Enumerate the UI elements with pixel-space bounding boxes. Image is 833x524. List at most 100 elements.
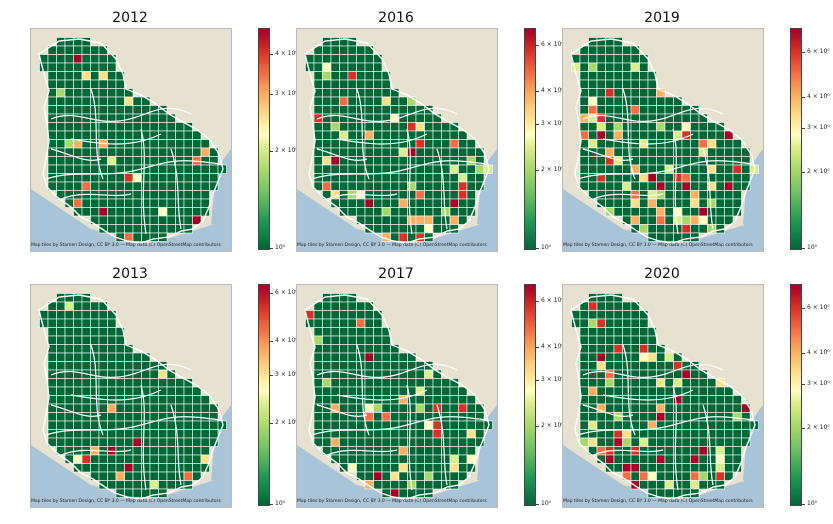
grid-cell — [588, 130, 598, 140]
grid-cell — [656, 207, 666, 217]
grid-cell — [330, 45, 340, 55]
grid-cell — [141, 181, 151, 191]
grid-cell — [132, 471, 142, 481]
grid-cell — [73, 361, 83, 371]
grid-cell — [107, 454, 117, 464]
grid-cell — [647, 352, 657, 362]
grid-cell — [407, 156, 417, 166]
grid-cell — [115, 147, 125, 157]
grid-cell — [639, 361, 649, 371]
grid-cell — [596, 420, 606, 430]
panel-2012: 2012 Map tiles by Stamen Design, CC BY 3… — [30, 10, 298, 260]
grid-cell — [339, 88, 349, 98]
grid-cell — [364, 45, 374, 55]
grid-cell — [56, 310, 66, 320]
grid-cell — [588, 88, 598, 98]
grid-cell — [458, 454, 468, 464]
grid-cell — [356, 198, 366, 208]
grid-cell — [466, 446, 476, 456]
grid-cell — [715, 164, 725, 174]
grid-cell — [381, 412, 391, 422]
grid-cell — [339, 147, 349, 157]
grid-cell — [390, 173, 400, 183]
grid-cell — [449, 215, 459, 225]
grid-cell — [588, 301, 598, 311]
grid-cell — [107, 130, 117, 140]
grid-cell — [596, 156, 606, 166]
grid-cell — [698, 164, 708, 174]
grid-cell — [630, 301, 640, 311]
grid-cell — [73, 71, 83, 81]
grid-cell — [622, 454, 632, 464]
grid-cell — [424, 173, 434, 183]
grid-cell — [132, 232, 142, 242]
grid-cell — [390, 412, 400, 422]
grid-cell — [707, 122, 717, 132]
country-outline — [304, 38, 490, 244]
grid-cell — [381, 105, 391, 115]
grid-cell — [664, 386, 674, 396]
grid-cell — [381, 480, 391, 490]
grid-cell — [47, 62, 57, 72]
grid-cell — [81, 344, 91, 354]
grid-cell — [398, 147, 408, 157]
colorbar-tick-label: 10⁰ — [801, 500, 818, 507]
grid-cell — [630, 454, 640, 464]
grid-cell — [681, 190, 691, 200]
grid-cell — [132, 105, 142, 115]
grid-cell — [398, 480, 408, 490]
grid-cell — [588, 79, 598, 89]
grid-cell — [347, 88, 357, 98]
grid-cell — [364, 310, 374, 320]
grid-cell — [466, 147, 476, 157]
grid-cell — [107, 173, 117, 183]
grid-cell — [175, 147, 185, 157]
grid-cell — [398, 386, 408, 396]
grid-cell — [64, 327, 74, 337]
grid-cell — [630, 181, 640, 191]
grid-cell — [81, 352, 91, 362]
grid-cell — [98, 62, 108, 72]
grid-cell — [47, 420, 57, 430]
colorbar — [258, 284, 270, 506]
grid-cell — [605, 105, 615, 115]
grid-cell — [398, 224, 408, 234]
colorbar-tick-label: 2 × 10⁰ — [270, 418, 298, 426]
grid-cell — [588, 420, 598, 430]
grid-cell — [192, 190, 202, 200]
grid-cell — [466, 429, 476, 439]
grid-cell — [132, 378, 142, 388]
grid-cell — [398, 488, 408, 498]
colorbar-tick-label: 4 × 10⁰ — [270, 337, 298, 345]
grid-cell — [149, 471, 159, 481]
grid-cell — [449, 147, 459, 157]
department-boundary — [592, 449, 664, 456]
grid-cell — [630, 207, 640, 217]
grid-cell — [347, 318, 357, 328]
department-boundary — [316, 363, 458, 378]
grid-cell — [622, 113, 632, 123]
grid-cell — [647, 403, 657, 413]
grid-cell — [107, 96, 117, 106]
grid-cell — [124, 96, 134, 106]
grid-cell — [339, 437, 349, 447]
grid-cell — [149, 147, 159, 157]
grid-cell — [432, 224, 442, 234]
grid-cell — [588, 310, 598, 320]
grid-cell — [115, 130, 125, 140]
grid-cell — [149, 113, 159, 123]
grid-cell — [613, 310, 623, 320]
grid-cell — [398, 412, 408, 422]
grid-cell — [183, 386, 193, 396]
department-boundary — [50, 148, 102, 161]
grid-cell — [339, 130, 349, 140]
grid-cell — [158, 420, 168, 430]
grid-cell — [209, 147, 219, 157]
grid-cell — [115, 79, 125, 89]
grid-cell — [390, 386, 400, 396]
grid-cell — [639, 71, 649, 81]
grid-cell — [681, 395, 691, 405]
grid-cell — [398, 463, 408, 473]
grid-cell — [605, 318, 615, 328]
grid-cell — [115, 335, 125, 345]
